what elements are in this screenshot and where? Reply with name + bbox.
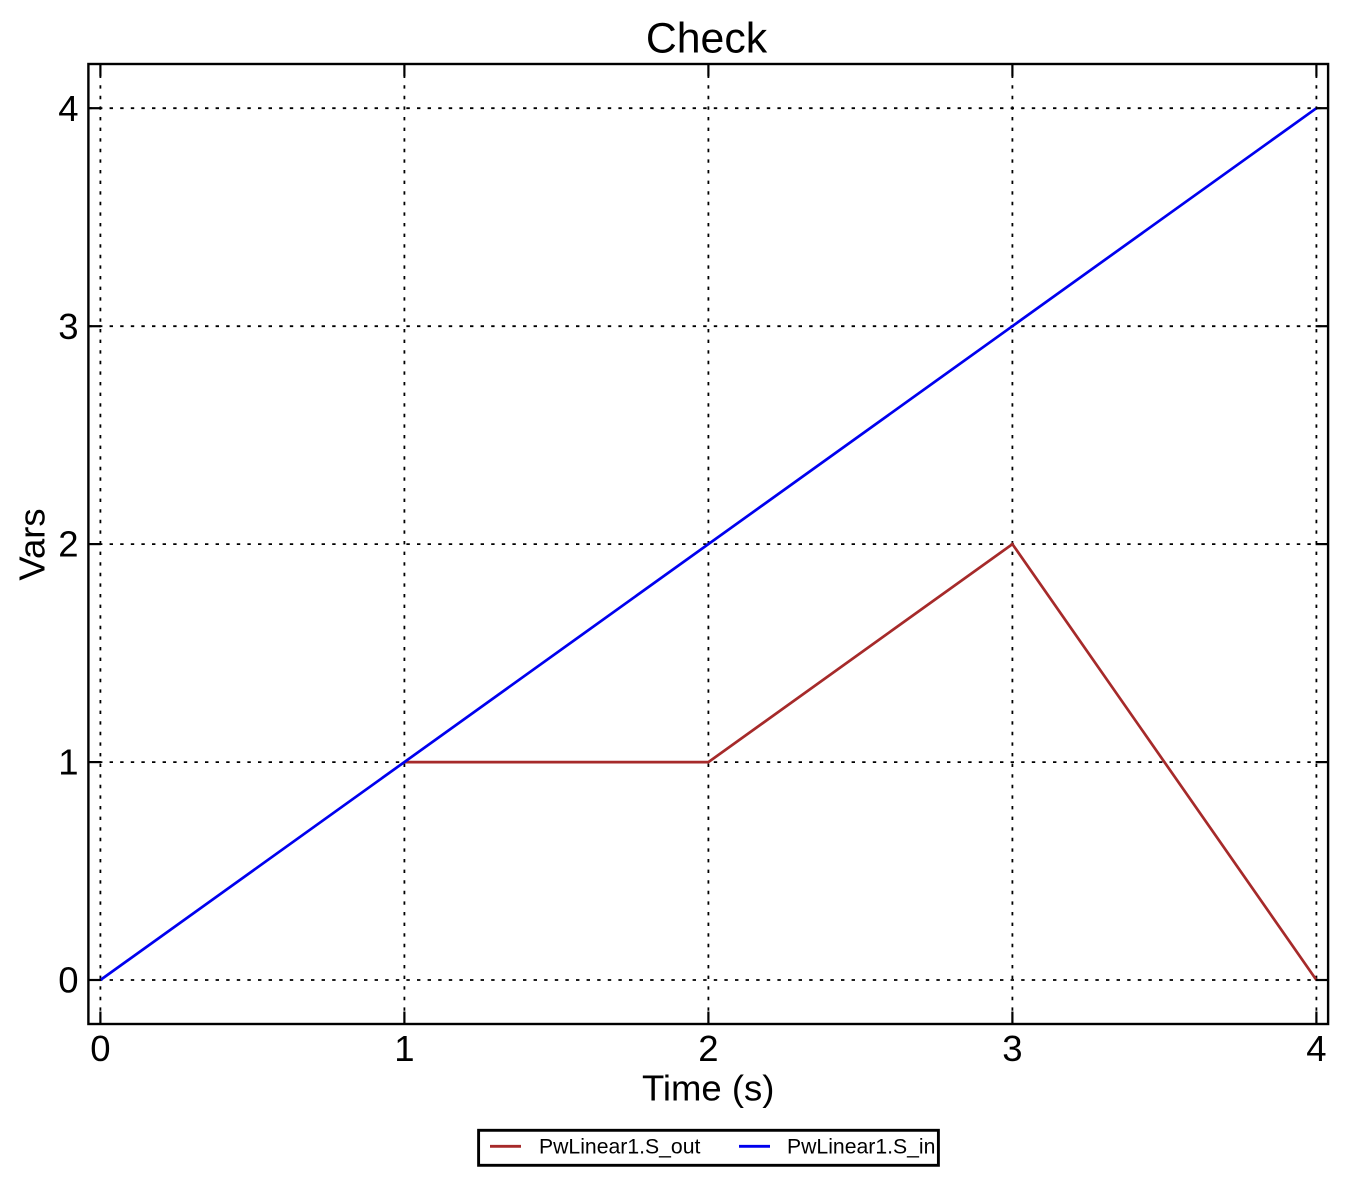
svg-text:Time (s): Time (s): [642, 1068, 774, 1109]
svg-text:4: 4: [1306, 1028, 1326, 1069]
svg-text:3: 3: [58, 306, 78, 347]
svg-text:0: 0: [58, 960, 78, 1001]
svg-text:2: 2: [698, 1028, 718, 1069]
svg-text:3: 3: [1002, 1028, 1022, 1069]
svg-text:1: 1: [58, 742, 78, 783]
svg-text:PwLinear1.S_out: PwLinear1.S_out: [539, 1136, 700, 1159]
svg-text:1: 1: [394, 1028, 414, 1069]
svg-text:Vars: Vars: [11, 508, 52, 580]
svg-text:PwLinear1.S_in: PwLinear1.S_in: [787, 1136, 935, 1159]
svg-text:4: 4: [58, 88, 78, 129]
svg-text:Check: Check: [646, 15, 768, 63]
svg-text:0: 0: [90, 1028, 110, 1069]
svg-text:2: 2: [58, 524, 78, 565]
